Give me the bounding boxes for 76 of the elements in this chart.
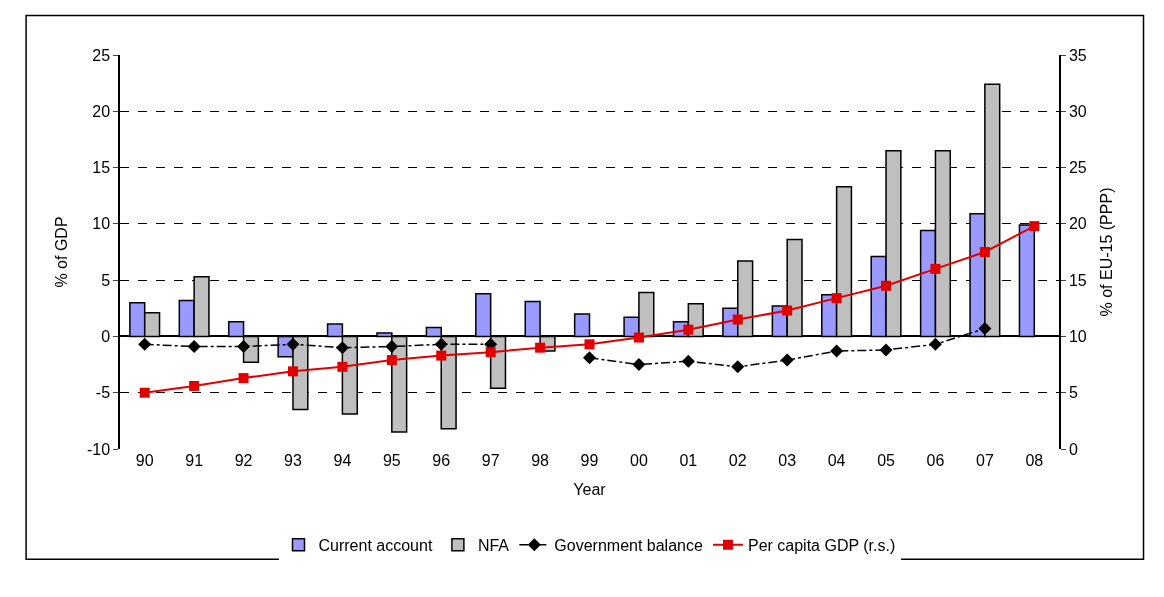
y2-tick-label: 5 — [1068, 384, 1078, 402]
x-tick-label: 99 — [580, 452, 599, 469]
x-tick-label: 03 — [778, 452, 797, 469]
point — [978, 322, 992, 336]
point — [386, 355, 397, 366]
point — [782, 305, 793, 316]
point — [681, 354, 695, 368]
y2-tick-label: 25 — [1068, 159, 1087, 177]
x-tick-label: 94 — [333, 452, 352, 469]
x-tick-label: 91 — [185, 452, 204, 469]
point — [1029, 221, 1040, 232]
point — [732, 314, 743, 325]
y-tick-label: 5 — [101, 271, 111, 289]
x-tick-label: 07 — [975, 452, 994, 469]
legend-label: NFA — [477, 536, 510, 554]
point — [930, 263, 941, 274]
point — [731, 360, 745, 374]
x-tick-label: 08 — [1025, 452, 1044, 469]
y-tick-label: 0 — [101, 328, 111, 346]
y-tick-label: 15 — [92, 159, 111, 177]
point — [583, 351, 596, 365]
y2-tick-label: 20 — [1068, 215, 1087, 233]
y-tick-label: 10 — [92, 215, 111, 233]
point — [286, 337, 300, 351]
point — [881, 280, 892, 291]
y2-tick-label: 30 — [1068, 102, 1087, 120]
point — [436, 350, 447, 361]
x-tick-label: 00 — [630, 452, 648, 469]
point — [879, 343, 893, 357]
y2-axis-title: % of EU-15 (PPP) — [1098, 187, 1116, 317]
x-tick-label: 98 — [531, 452, 550, 469]
point — [830, 344, 844, 358]
point — [632, 358, 646, 372]
legend-label: Government balance — [554, 536, 703, 554]
point — [187, 340, 201, 354]
point — [189, 380, 200, 391]
point — [683, 324, 694, 335]
y-tick-label: 20 — [92, 102, 111, 120]
point — [139, 387, 150, 398]
x-tick-label: 95 — [382, 452, 401, 469]
point — [238, 373, 249, 384]
y-axis-title: % of GDP — [53, 216, 71, 288]
point — [535, 342, 546, 353]
y2-tick-label: 10 — [1068, 328, 1087, 346]
x-tick-label: 01 — [679, 452, 698, 469]
point — [485, 347, 496, 358]
x-tick-label: 06 — [926, 452, 945, 469]
x-tick-label: 02 — [728, 452, 747, 469]
x-tick-label: 93 — [284, 452, 302, 469]
point — [287, 366, 298, 377]
point — [584, 339, 595, 350]
y2-tick-label: 35 — [1068, 46, 1087, 64]
point — [434, 337, 448, 351]
point — [928, 337, 942, 351]
y2-tick-label: 15 — [1068, 271, 1087, 289]
point — [337, 361, 348, 372]
point — [633, 332, 644, 343]
point — [385, 340, 399, 354]
point — [138, 337, 152, 351]
y-tick-label: -5 — [95, 384, 111, 402]
legend-label: Per capita GDP (r.s.) — [747, 536, 896, 554]
legend-label: Current account — [318, 536, 433, 554]
x-tick-label: 90 — [135, 452, 154, 469]
y2-tick-label: 0 — [1068, 440, 1078, 458]
point — [780, 353, 794, 367]
x-tick-label: 92 — [234, 452, 253, 469]
point — [335, 341, 349, 355]
x-tick-label: 04 — [827, 452, 846, 469]
y-tick-label: -10 — [86, 440, 111, 458]
x-tick-label: 05 — [877, 452, 896, 469]
x-tick-label: 96 — [432, 452, 451, 469]
x-axis-title: Year — [573, 480, 607, 498]
x-tick-label: 97 — [481, 452, 500, 469]
point — [979, 247, 990, 257]
point — [831, 293, 842, 304]
y-tick-label: 25 — [92, 46, 111, 64]
